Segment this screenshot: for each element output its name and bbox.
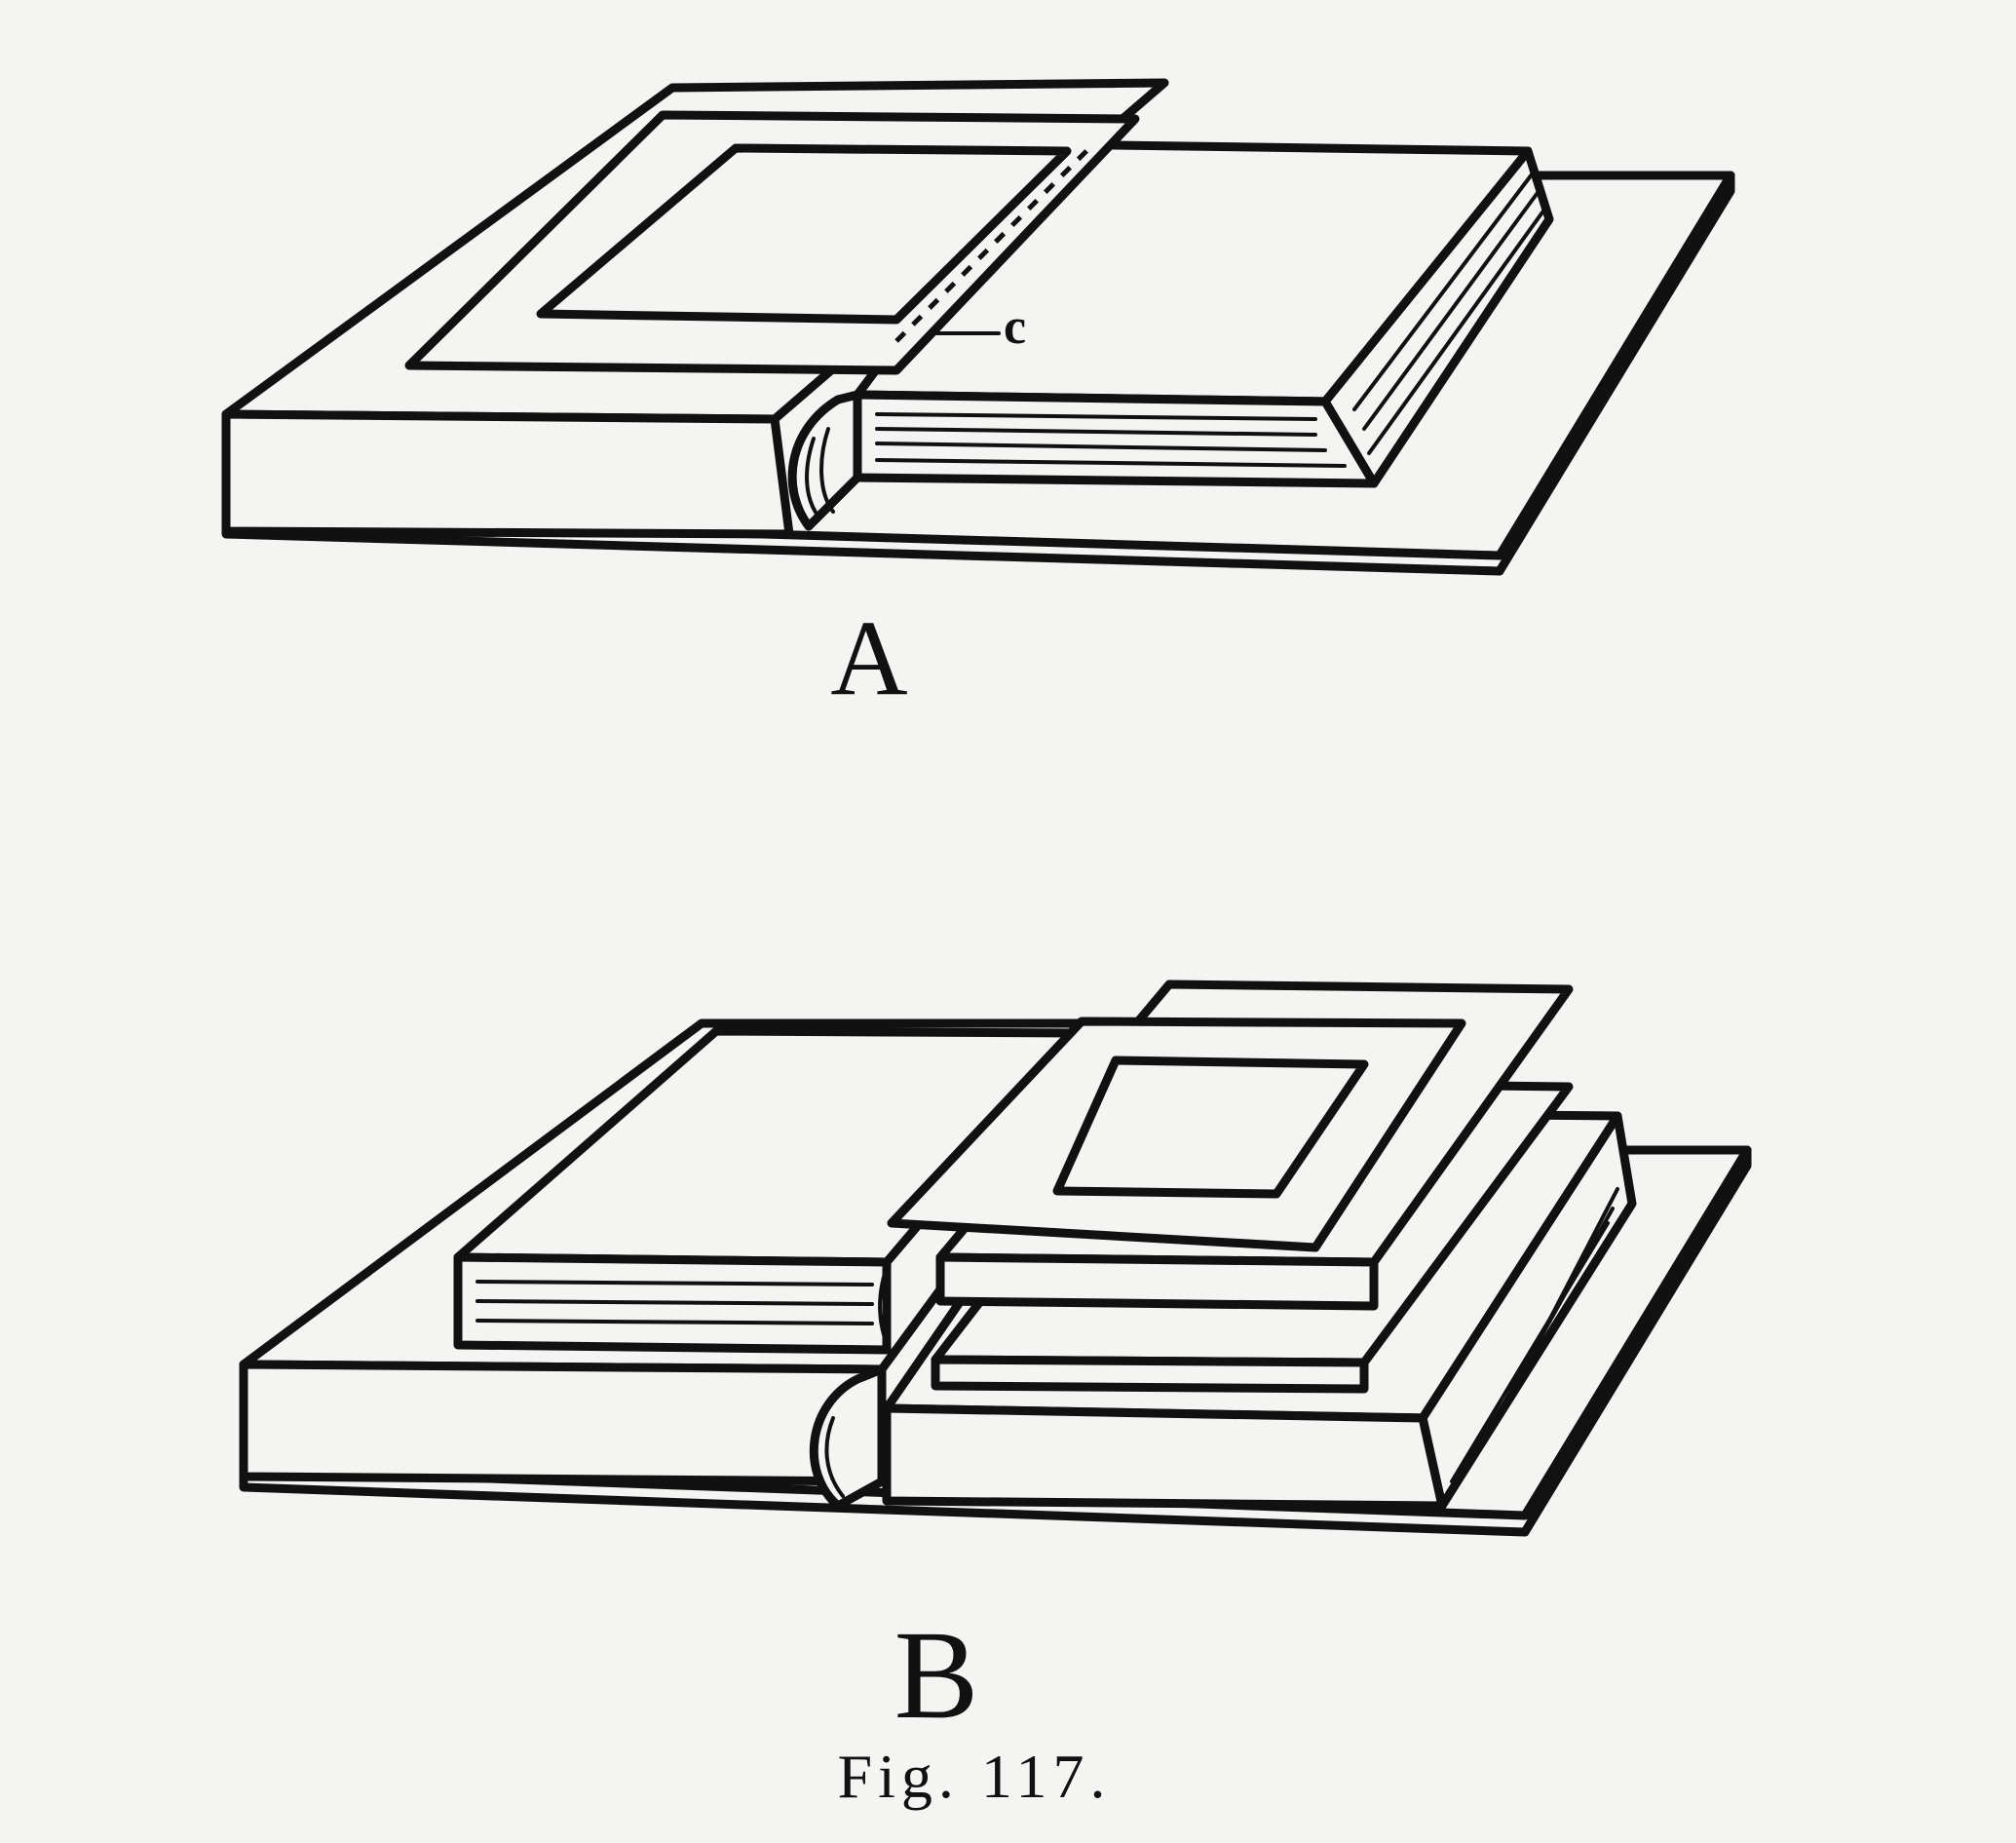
spine-joint-a-hatch xyxy=(805,427,835,518)
book-b-mid-front xyxy=(931,1355,1369,1394)
book-b-fore-edge-hatch xyxy=(1450,1187,1619,1483)
panel-a-illustration: c A xyxy=(221,78,1735,717)
book-b-lower-front xyxy=(882,1403,1447,1511)
book-a-page-lines xyxy=(875,169,1546,468)
callout-c-label: c xyxy=(1004,299,1026,355)
book-b-left-page-lines xyxy=(475,1280,874,1325)
panel-b-label: B xyxy=(894,1605,979,1746)
spine-joint-b-hatch xyxy=(824,1265,894,1498)
book-b-upper-front xyxy=(935,1252,1379,1311)
panel-a-label: A xyxy=(830,598,907,717)
cover-a-panel xyxy=(536,143,1072,325)
board-b-left-front xyxy=(239,1360,887,1486)
book-a-right-edge xyxy=(853,390,1379,488)
pressing-board-b-edge xyxy=(239,1145,1752,1537)
board-a-left-front xyxy=(221,409,794,539)
figure-caption: Fig. 117. xyxy=(838,1742,1112,1811)
cover-b-panel xyxy=(1052,1056,1369,1199)
panel-b-illustration: B xyxy=(239,979,1752,1746)
